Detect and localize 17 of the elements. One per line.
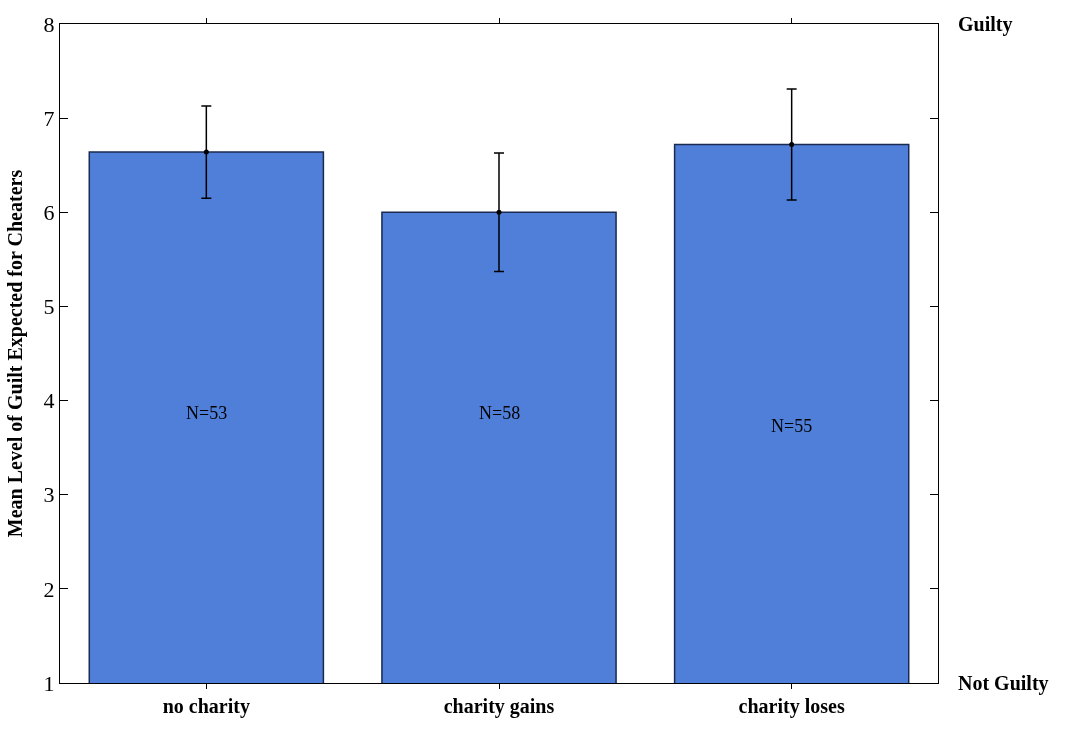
y-tick-label: 6 bbox=[43, 199, 55, 225]
x-tick-label: charity gains bbox=[443, 695, 555, 718]
annotation: N=55 bbox=[771, 416, 813, 436]
x-tick-label: charity loses bbox=[738, 695, 845, 718]
text: Guilty bbox=[958, 13, 1013, 36]
y-tick-label: 3 bbox=[43, 482, 55, 508]
y-tick-label: 7 bbox=[43, 105, 55, 131]
x-tick-label: no charity bbox=[162, 695, 250, 718]
y-tick-label: 1 bbox=[43, 670, 55, 696]
annotation: N=53 bbox=[186, 403, 228, 423]
annotation: N=58 bbox=[479, 403, 521, 423]
y-tick-label: 2 bbox=[43, 576, 55, 602]
text: Not Guilty bbox=[958, 672, 1049, 695]
y-tick-label: 4 bbox=[43, 388, 55, 414]
y-axis-title: Mean Level of Guilt Expected for Cheaters bbox=[4, 169, 28, 538]
y-tick-label: 5 bbox=[43, 294, 55, 320]
y-tick-label: 8 bbox=[43, 11, 55, 37]
